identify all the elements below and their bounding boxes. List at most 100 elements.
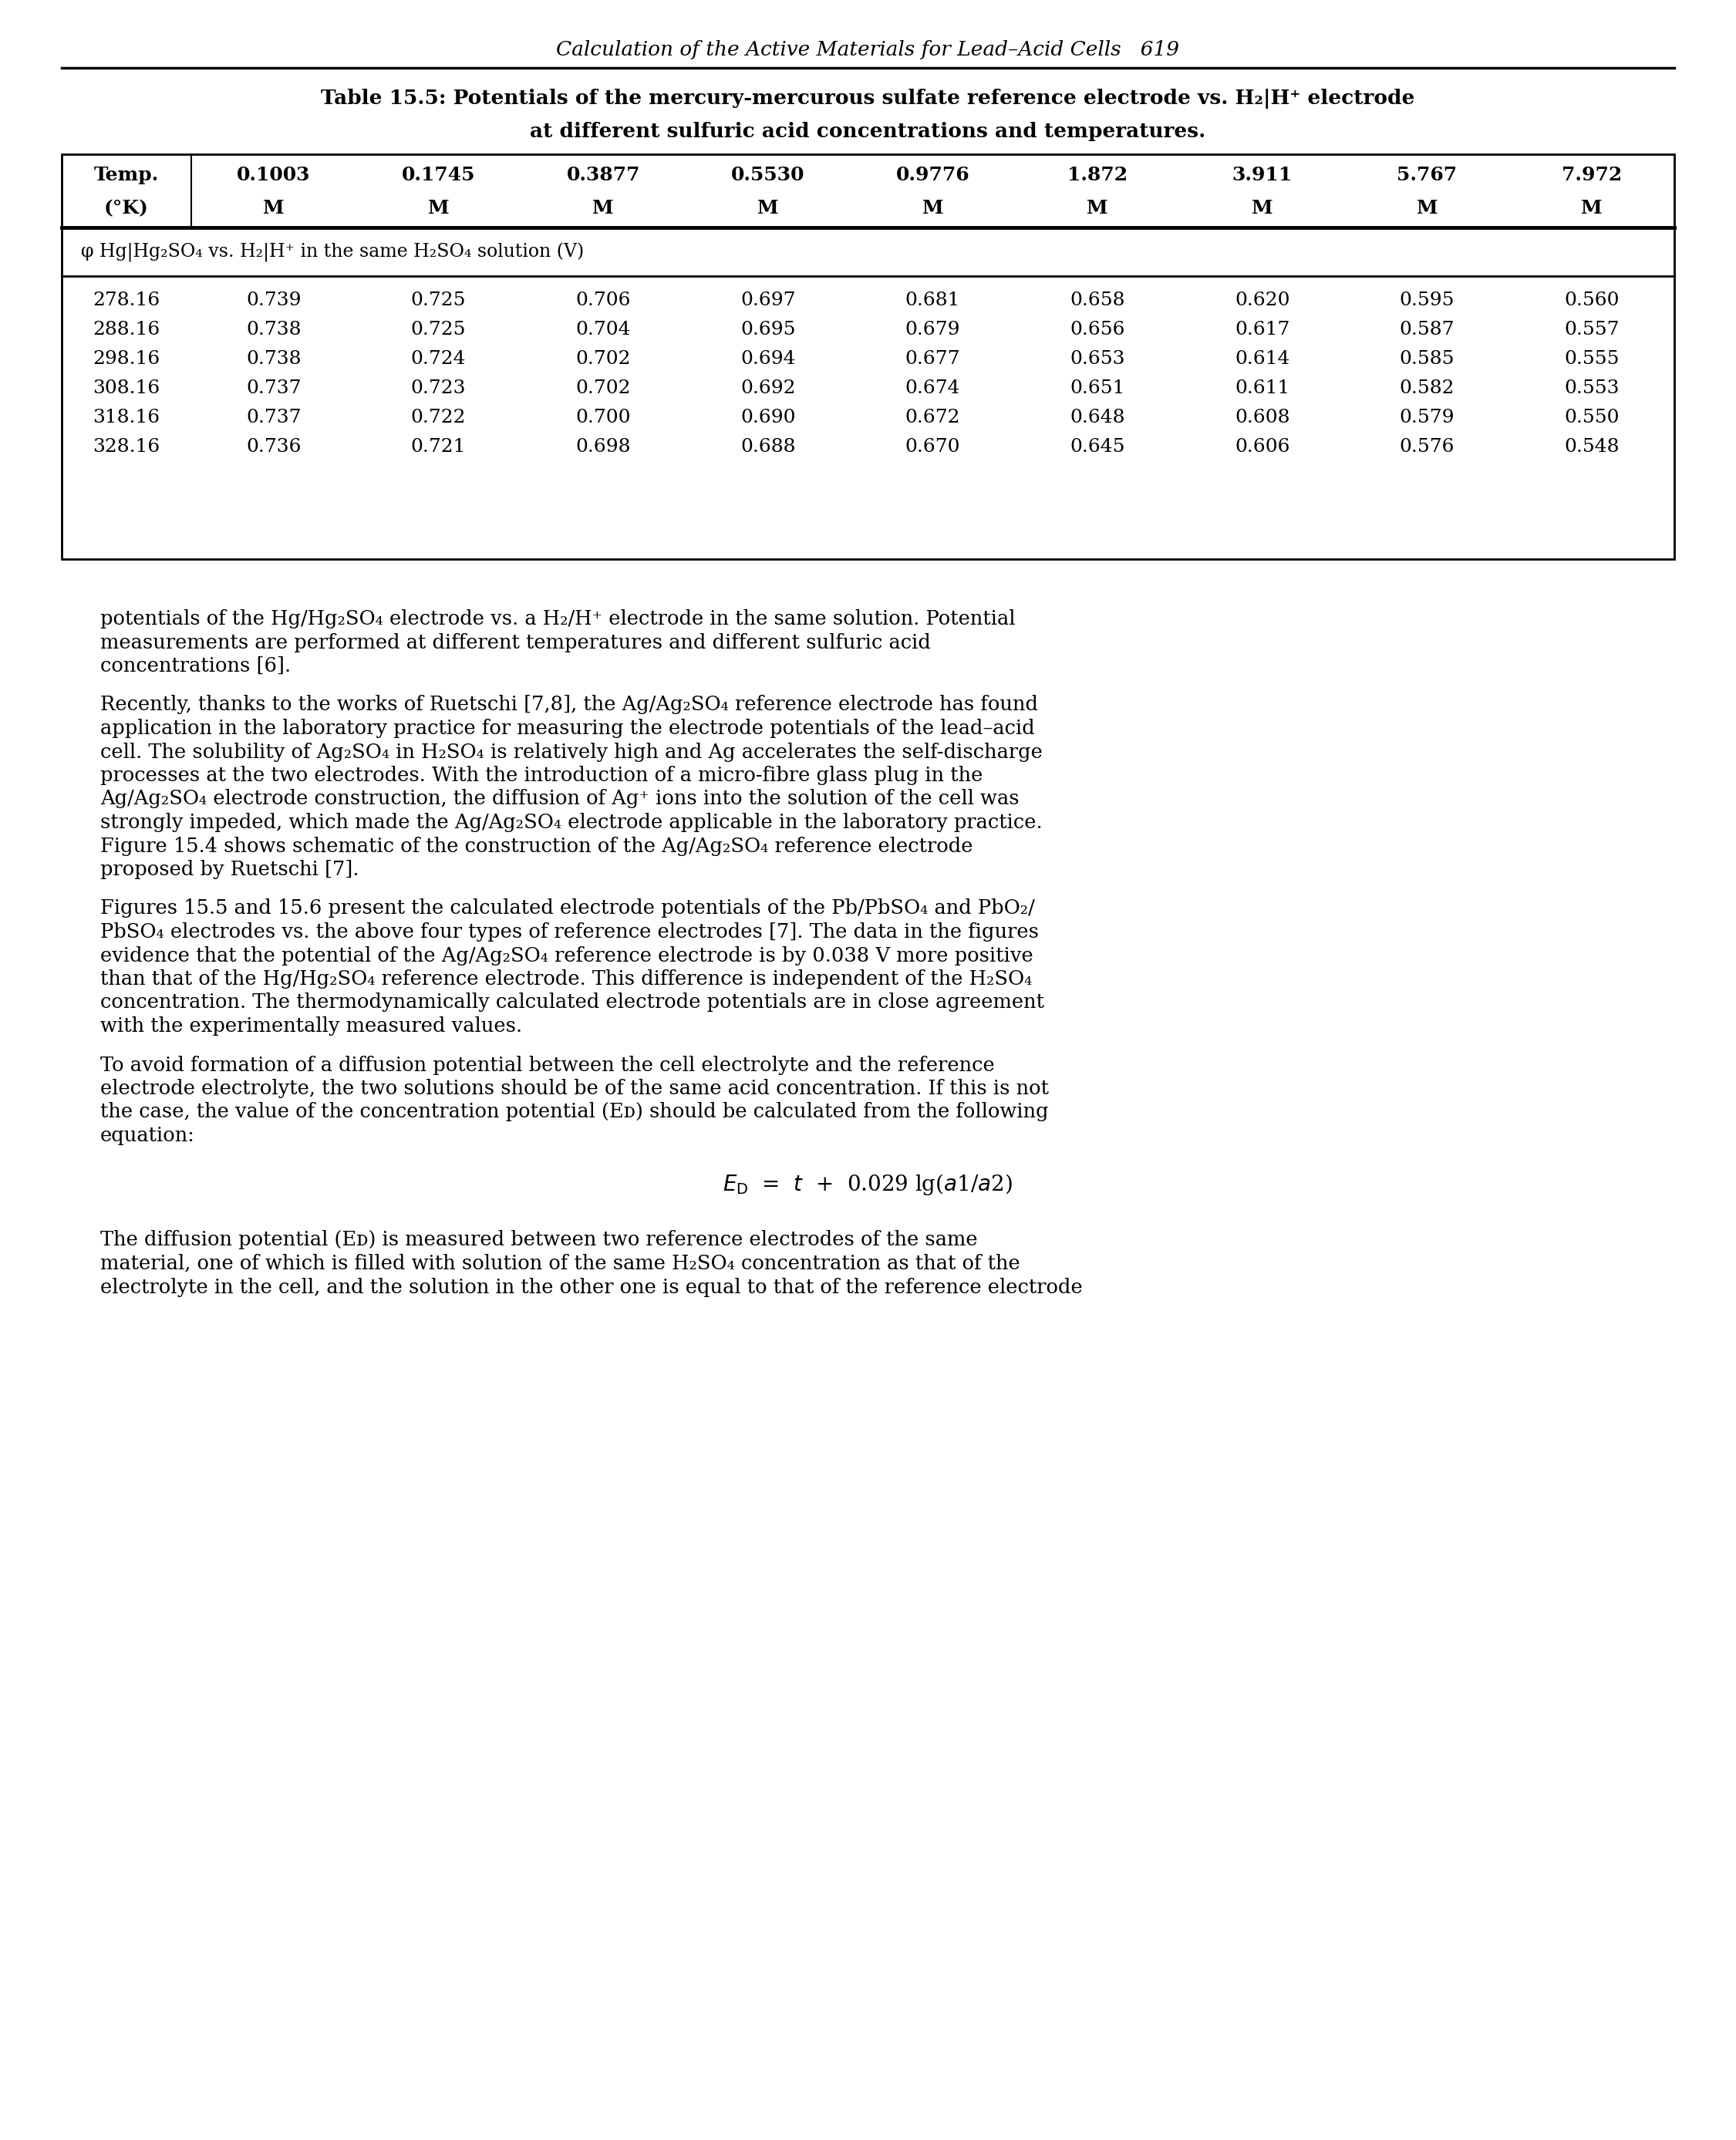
Text: M: M: [427, 199, 450, 218]
Text: 0.706: 0.706: [576, 291, 630, 310]
Text: 328.16: 328.16: [92, 439, 160, 456]
Text: at different sulfuric acid concentrations and temperatures.: at different sulfuric acid concentration…: [529, 122, 1205, 141]
Text: 0.725: 0.725: [411, 321, 465, 338]
Text: 0.555: 0.555: [1564, 351, 1620, 368]
Text: 0.670: 0.670: [904, 439, 960, 456]
Text: M: M: [922, 199, 943, 218]
Text: 0.645: 0.645: [1069, 439, 1125, 456]
Text: 0.737: 0.737: [247, 379, 302, 398]
Text: 0.690: 0.690: [741, 409, 795, 426]
Text: concentration. The thermodynamically calculated electrode potentials are in clos: concentration. The thermodynamically cal…: [101, 993, 1045, 1012]
Text: 318.16: 318.16: [94, 409, 160, 426]
Text: 0.679: 0.679: [904, 321, 960, 338]
Text: M: M: [1252, 199, 1272, 218]
Text: 0.648: 0.648: [1069, 409, 1125, 426]
Text: 0.9776: 0.9776: [896, 165, 970, 184]
Text: 0.698: 0.698: [576, 439, 630, 456]
Text: 0.1745: 0.1745: [401, 165, 476, 184]
Text: 0.606: 0.606: [1234, 439, 1290, 456]
Text: processes at the two electrodes. With the introduction of a micro-fibre glass pl: processes at the two electrodes. With th…: [101, 766, 983, 785]
Text: cell. The solubility of Ag₂SO₄ in H₂SO₄ is relatively high and Ag accelerates th: cell. The solubility of Ag₂SO₄ in H₂SO₄ …: [101, 743, 1043, 762]
Text: 0.656: 0.656: [1069, 321, 1125, 338]
Text: 0.620: 0.620: [1234, 291, 1290, 310]
Text: 7.972: 7.972: [1562, 165, 1621, 184]
Text: 0.560: 0.560: [1564, 291, 1620, 310]
Text: 0.692: 0.692: [741, 379, 795, 398]
Text: 0.704: 0.704: [576, 321, 630, 338]
Text: 0.550: 0.550: [1564, 409, 1620, 426]
Text: 0.702: 0.702: [576, 379, 630, 398]
Text: 0.587: 0.587: [1399, 321, 1455, 338]
Text: (°K): (°K): [104, 199, 149, 218]
Text: 0.688: 0.688: [741, 439, 795, 456]
Text: Recently, thanks to the works of Ruetschi [7,8], the Ag/Ag₂SO₄ reference electro: Recently, thanks to the works of Ruetsch…: [101, 696, 1038, 715]
Text: φ Hg|Hg₂SO₄ vs. H₂|H⁺ in the same H₂SO₄ solution (V): φ Hg|Hg₂SO₄ vs. H₂|H⁺ in the same H₂SO₄ …: [82, 244, 583, 263]
Text: 0.674: 0.674: [904, 379, 960, 398]
Text: M: M: [757, 199, 779, 218]
Text: 288.16: 288.16: [92, 321, 160, 338]
Text: 0.585: 0.585: [1399, 351, 1455, 368]
Text: potentials of the Hg/Hg₂SO₄ electrode vs. a H₂/H⁺ electrode in the same solution: potentials of the Hg/Hg₂SO₄ electrode vs…: [101, 610, 1016, 629]
Text: 0.548: 0.548: [1564, 439, 1620, 456]
Text: with the experimentally measured values.: with the experimentally measured values.: [101, 1016, 523, 1036]
Text: 0.681: 0.681: [904, 291, 960, 310]
Text: 0.3877: 0.3877: [566, 165, 641, 184]
Text: 0.5530: 0.5530: [731, 165, 806, 184]
Text: Figure 15.4 shows schematic of the construction of the Ag/Ag₂SO₄ reference elect: Figure 15.4 shows schematic of the const…: [101, 837, 972, 856]
Text: M: M: [592, 199, 615, 218]
Text: application in the laboratory practice for measuring the electrode potentials of: application in the laboratory practice f…: [101, 719, 1035, 738]
Text: than that of the Hg/Hg₂SO₄ reference electrode. This difference is independent o: than that of the Hg/Hg₂SO₄ reference ele…: [101, 969, 1033, 989]
Text: Table 15.5: Potentials of the mercury-mercurous sulfate reference electrode vs. : Table 15.5: Potentials of the mercury-me…: [321, 88, 1415, 109]
Text: M: M: [1581, 199, 1602, 218]
Text: 0.739: 0.739: [247, 291, 302, 310]
Text: 0.553: 0.553: [1564, 379, 1620, 398]
Text: 0.723: 0.723: [411, 379, 465, 398]
Text: the case, the value of the concentration potential (Eᴅ) should be calculated fro: the case, the value of the concentration…: [101, 1102, 1049, 1121]
Text: material, one of which is filled with solution of the same H₂SO₄ concentration a: material, one of which is filled with so…: [101, 1254, 1021, 1273]
Text: evidence that the potential of the Ag/Ag₂SO₄ reference electrode is by 0.038 V m: evidence that the potential of the Ag/Ag…: [101, 946, 1033, 965]
Text: 0.582: 0.582: [1399, 379, 1455, 398]
Bar: [62, 154, 1674, 559]
Text: Figures 15.5 and 15.6 present the calculated electrode potentials of the Pb/PbSO: Figures 15.5 and 15.6 present the calcul…: [101, 899, 1035, 918]
Text: proposed by Ruetschi [7].: proposed by Ruetschi [7].: [101, 860, 359, 880]
Text: 0.738: 0.738: [247, 351, 302, 368]
Text: 0.576: 0.576: [1399, 439, 1455, 456]
Text: 0.672: 0.672: [904, 409, 960, 426]
Text: 3.911: 3.911: [1233, 165, 1293, 184]
Text: 0.697: 0.697: [741, 291, 795, 310]
Text: 0.653: 0.653: [1069, 351, 1125, 368]
Text: 0.737: 0.737: [247, 409, 302, 426]
Text: $E_\mathrm{D}$  =  $t$  +  0.029 lg($a$1/$a$2): $E_\mathrm{D}$ = $t$ + 0.029 lg($a$1/$a$…: [722, 1173, 1012, 1196]
Text: M: M: [1417, 199, 1437, 218]
Text: 0.1003: 0.1003: [236, 165, 311, 184]
Text: 0.695: 0.695: [741, 321, 795, 338]
Text: 298.16: 298.16: [92, 351, 160, 368]
Text: 0.608: 0.608: [1234, 409, 1290, 426]
Text: 0.724: 0.724: [411, 351, 465, 368]
Text: equation:: equation:: [101, 1126, 194, 1145]
Text: M: M: [262, 199, 285, 218]
Text: 0.651: 0.651: [1069, 379, 1125, 398]
Text: 0.557: 0.557: [1564, 321, 1620, 338]
Text: 5.767: 5.767: [1397, 165, 1457, 184]
Text: strongly impeded, which made the Ag/Ag₂SO₄ electrode applicable in the laborator: strongly impeded, which made the Ag/Ag₂S…: [101, 813, 1042, 832]
Text: 0.721: 0.721: [411, 439, 465, 456]
Text: electrode electrolyte, the two solutions should be of the same acid concentratio: electrode electrolyte, the two solutions…: [101, 1079, 1049, 1098]
Text: concentrations [6].: concentrations [6].: [101, 657, 292, 676]
Text: 0.702: 0.702: [576, 351, 630, 368]
Text: 0.611: 0.611: [1234, 379, 1290, 398]
Text: 308.16: 308.16: [92, 379, 160, 398]
Text: 0.736: 0.736: [247, 439, 302, 456]
Text: 0.700: 0.700: [576, 409, 630, 426]
Text: 0.617: 0.617: [1234, 321, 1290, 338]
Text: 0.722: 0.722: [411, 409, 465, 426]
Text: 278.16: 278.16: [92, 291, 160, 310]
Text: 1.872: 1.872: [1068, 165, 1128, 184]
Text: 0.614: 0.614: [1234, 351, 1290, 368]
Text: 0.579: 0.579: [1399, 409, 1455, 426]
Text: measurements are performed at different temperatures and different sulfuric acid: measurements are performed at different …: [101, 633, 930, 653]
Text: Calculation of the Active Materials for Lead–Acid Cells   619: Calculation of the Active Materials for …: [556, 41, 1179, 60]
Text: The diffusion potential (Eᴅ) is measured between two reference electrodes of the: The diffusion potential (Eᴅ) is measured…: [101, 1230, 977, 1250]
Text: 0.595: 0.595: [1399, 291, 1455, 310]
Text: 0.694: 0.694: [741, 351, 795, 368]
